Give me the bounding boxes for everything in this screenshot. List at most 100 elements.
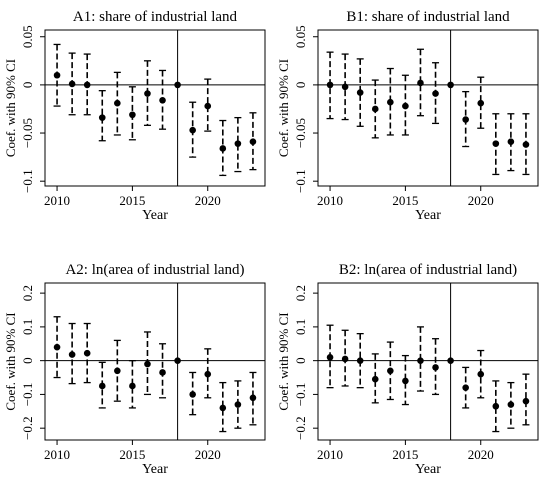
y-tick-label: −0.1: [293, 169, 308, 193]
y-tick-label: −0.1: [20, 169, 35, 193]
plot-frame: [44, 29, 266, 187]
x-tick-label: 2010: [317, 193, 343, 208]
coefficient-point: [492, 140, 500, 147]
y-tick-label: 0.05: [20, 25, 35, 48]
coefficient-point: [174, 81, 181, 89]
x-tick-label: 2015: [119, 193, 145, 208]
coefficient-point: [462, 384, 469, 391]
y-axis-label: Coef. with 90% CI: [276, 59, 291, 157]
coefficient-point: [507, 401, 515, 408]
coefficient-point: [341, 83, 349, 91]
coefficient-point: [219, 404, 227, 412]
coefficient-point: [432, 90, 439, 97]
y-tick-label: 0.1: [20, 319, 35, 335]
coefficient-point: [356, 89, 364, 96]
x-axis-label: Year: [142, 462, 168, 477]
y-tick-label: 0: [293, 82, 308, 89]
y-axis-label: Coef. with 90% CI: [3, 312, 18, 410]
x-tick-label: 2020: [195, 447, 221, 462]
coefficient-point: [159, 96, 166, 104]
coefficient-point: [326, 353, 334, 361]
coefficient-point: [462, 116, 469, 123]
panel-2: B1: share of industrial land 2010 2015 2020…: [276, 9, 539, 223]
coefficient-point: [129, 111, 136, 119]
x-tick-label: 2010: [44, 447, 70, 462]
panel-title: A1: share of industrial land: [73, 9, 238, 25]
coefficient-point: [249, 394, 257, 402]
coefficient-point: [234, 140, 242, 147]
y-tick-label: −0.1: [20, 383, 35, 407]
x-tick-label: 2015: [392, 193, 418, 208]
y-tick-label: 0.2: [20, 285, 35, 301]
coefficient-point: [447, 357, 454, 364]
coefficient-point: [249, 138, 257, 146]
coefficient-point: [144, 90, 151, 97]
coefficient-point: [326, 81, 334, 89]
x-tick-label: 2015: [119, 447, 145, 462]
coefficient-point: [174, 357, 181, 364]
coefficient-point: [98, 382, 106, 390]
y-tick-label: −0.2: [293, 416, 308, 440]
panel-1: A1: share of industrial land 2010 2015 2020…: [3, 9, 266, 223]
coefficient-point: [219, 145, 227, 152]
coefficient-point: [432, 364, 439, 371]
coefficient-point: [144, 360, 151, 368]
coefficient-point: [371, 105, 379, 113]
panel-3: A2: ln(area of industrial land) 2010 2015 2…: [3, 262, 266, 477]
panel-title: B2: ln(area of industrial land): [339, 262, 517, 278]
y-tick-label: 0.05: [293, 25, 308, 48]
coefficient-point: [477, 99, 485, 107]
plot-frame: [317, 282, 539, 441]
y-tick-label: 0.1: [293, 319, 308, 335]
coefficient-point: [522, 397, 530, 405]
panel-4: B2: ln(area of industrial land) 2010 2015 2…: [276, 262, 539, 477]
coefficient-point: [68, 351, 76, 358]
coefficient-point: [402, 377, 409, 385]
panel-title: A2: ln(area of industrial land): [65, 262, 244, 278]
coefficient-point: [189, 391, 196, 398]
coefficient-point: [53, 71, 61, 79]
coefficient-point: [341, 355, 349, 363]
coefficient-point: [417, 357, 424, 364]
x-axis-label: Year: [415, 208, 441, 223]
panel-title: B1: share of industrial land: [346, 9, 510, 25]
coefficient-point: [204, 102, 212, 110]
x-axis-label: Year: [142, 208, 168, 223]
x-tick-label: 2020: [468, 193, 494, 208]
coefficient-point: [477, 370, 485, 378]
y-tick-label: 0: [20, 357, 35, 364]
coefficient-point: [129, 382, 136, 390]
y-axis-label: Coef. with 90% CI: [3, 59, 18, 157]
y-axis-label: Coef. with 90% CI: [276, 312, 291, 410]
coefficient-point: [447, 81, 454, 89]
coefficient-point: [114, 367, 121, 375]
coefficient-point: [53, 343, 61, 351]
coefficient-point: [114, 99, 121, 107]
coefficient-point: [159, 369, 166, 376]
x-axis-label: Year: [415, 462, 441, 477]
coefficient-point: [204, 370, 212, 378]
y-tick-label: −0.05: [293, 118, 308, 148]
coefficient-point: [356, 357, 364, 364]
coefficient-point: [522, 141, 530, 148]
coefficient-point: [234, 401, 242, 408]
coefficient-point: [98, 114, 106, 121]
coefficient-point: [68, 80, 76, 88]
y-tick-label: −0.1: [293, 383, 308, 407]
coefficient-point: [387, 367, 394, 375]
coefficient-point: [387, 98, 394, 106]
coefficient-point: [417, 79, 424, 87]
coefficient-point: [507, 138, 515, 146]
y-tick-label: 0: [20, 82, 35, 89]
coefficient-point: [492, 402, 500, 410]
y-tick-label: −0.2: [20, 416, 35, 440]
x-tick-label: 2010: [317, 447, 343, 462]
x-tick-label: 2010: [44, 193, 70, 208]
plot-frame: [317, 29, 539, 187]
x-tick-label: 2020: [468, 447, 494, 462]
x-tick-label: 2020: [195, 193, 221, 208]
y-tick-label: 0: [293, 357, 308, 364]
coefficient-point: [83, 81, 91, 89]
